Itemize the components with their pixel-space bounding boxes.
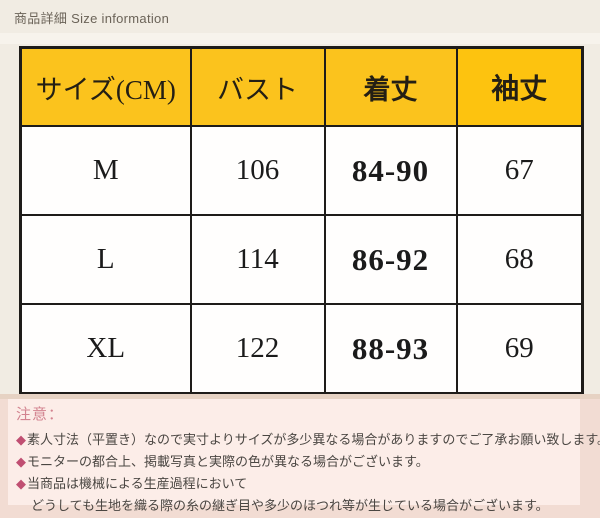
header-length: 着丈 [323, 46, 458, 127]
cell-bust: 122 [189, 303, 326, 395]
page-title: 商品詳細 Size information [14, 11, 170, 26]
cell-size: M [19, 125, 192, 216]
diamond-bullet-icon: ◆ [16, 432, 26, 447]
note-text: 素人寸法（平置き）なので実寸よりサイズが多少異なる場合がありますのでご了承お願い… [27, 432, 600, 447]
header-size: サイズ(CM) [19, 46, 192, 127]
table-row: L 114 86-92 68 [19, 214, 584, 305]
cell-length: 88-93 [323, 303, 458, 395]
notice-title: 注意： [16, 407, 65, 423]
cell-length: 84-90 [323, 125, 458, 216]
cell-size: XL [19, 303, 192, 395]
notes-section: 注意： ◆素人寸法（平置き）なので実寸よりサイズが多少異なる場合がありますのでご… [0, 394, 600, 518]
cell-sleeve: 67 [455, 125, 584, 216]
note-line: ◆モニターの都合上、掲載写真と実際の色が異なる場合がございます。 [16, 452, 572, 472]
note-text: モニターの都合上、掲載写真と実際の色が異なる場合がございます。 [27, 454, 429, 469]
table-row: XL 122 88-93 69 [19, 303, 584, 395]
note-text: 当商品は機械による生産過程において [27, 476, 248, 491]
size-table-header: サイズ(CM) バスト 着丈 袖丈 [19, 46, 584, 127]
table-row: M 106 84-90 67 [19, 125, 584, 216]
cell-length: 86-92 [323, 214, 458, 305]
cell-sleeve: 68 [455, 214, 584, 305]
note-line: ◆素人寸法（平置き）なので実寸よりサイズが多少異なる場合がありますのでご了承お願… [16, 430, 600, 450]
cell-bust: 114 [189, 214, 326, 305]
header-row: サイズ(CM) バスト 着丈 袖丈 [19, 46, 584, 127]
size-table-body: M 106 84-90 67 L 114 86-92 68 XL 122 88-… [19, 125, 584, 395]
header-sleeve: 袖丈 [455, 46, 584, 127]
notes-panel: 注意： ◆素人寸法（平置き）なので実寸よりサイズが多少異なる場合がありますのでご… [8, 399, 600, 513]
note-line-continuation: どうしても生地を織る際の糸の継ぎ目や多少のほつれ等が生じている場合がございます。 [16, 496, 572, 516]
cell-sleeve: 69 [455, 303, 584, 395]
size-table: サイズ(CM) バスト 着丈 袖丈 M 106 84-90 67 L 114 8… [19, 46, 584, 395]
note-line: ◆当商品は機械による生産過程において [16, 474, 572, 494]
cell-size: L [19, 214, 192, 305]
background-band [0, 33, 600, 44]
diamond-bullet-icon: ◆ [16, 476, 26, 491]
cell-bust: 106 [189, 125, 326, 216]
diamond-bullet-icon: ◆ [16, 454, 26, 469]
header-bust: バスト [189, 46, 326, 127]
note-text: どうしても生地を織る際の糸の継ぎ目や多少のほつれ等が生じている場合がございます。 [31, 498, 549, 513]
